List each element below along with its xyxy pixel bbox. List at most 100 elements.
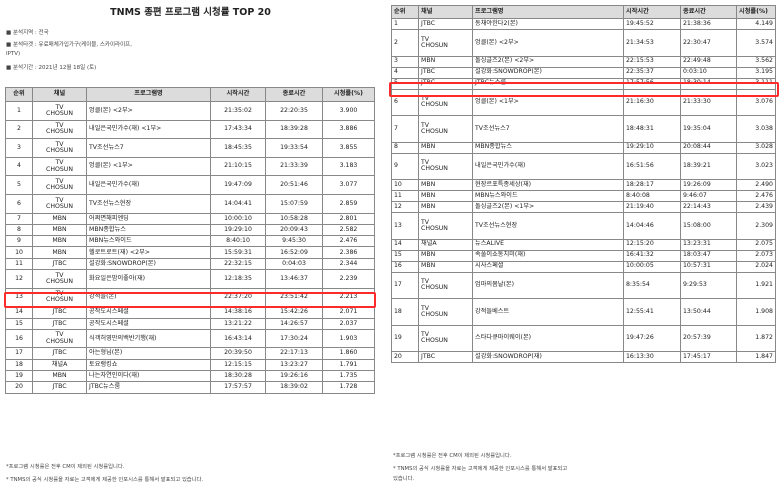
rank-cell: 16 <box>5 328 33 349</box>
program-cell: MBN뉴스와이드 <box>472 190 624 202</box>
program-cell: 속풀이쇼동치미(재) <box>472 249 624 262</box>
start-time-cell: 13:21:22 <box>210 317 266 330</box>
end-time-cell: 21:33:39 <box>265 156 323 177</box>
rank-cell: 17 <box>5 347 33 360</box>
start-time-cell: 20:39:50 <box>210 347 266 360</box>
start-time-cell: 16:43:14 <box>210 328 266 349</box>
rating-cell: 2.476 <box>322 235 375 248</box>
end-time-cell: 22:14:43 <box>680 201 737 213</box>
start-time-cell: 21:19:40 <box>623 201 681 213</box>
table-row: 1 TV CHOSUN 엉클(본) <2부> 21:35:02 22:20:35 3.90… <box>5 101 375 121</box>
start-time-cell: 12:18:35 <box>210 269 266 289</box>
channel-cell: MBN <box>32 246 87 259</box>
program-cell: 강적들베스트 <box>472 298 624 326</box>
end-time-cell: 10:57:31 <box>680 260 737 273</box>
rank-cell: 20 <box>5 381 33 394</box>
rating-header: 시청률(%) <box>736 5 776 19</box>
start-time-cell: 18:45:35 <box>210 138 266 158</box>
end-time-cell: 15:42:26 <box>265 306 323 319</box>
table-row: 13 TV CHOSUN TV조선뉴스현장 14:04:46 15:08:00 2.309 <box>391 212 776 240</box>
rating-cell: 2.582 <box>322 223 375 237</box>
rating-cell: 3.900 <box>322 101 375 121</box>
rank-cell: 4 <box>391 66 419 79</box>
rating-cell: 2.071 <box>322 306 375 319</box>
end-time-cell: 20:08:44 <box>680 141 737 154</box>
start-time-cell: 12:55:41 <box>623 298 681 326</box>
channel-cell: TV CHOSUN <box>32 287 87 308</box>
channel-cell: TV CHOSUN <box>418 212 473 240</box>
rank-cell: 10 <box>391 179 419 191</box>
table-row: 11 MBN MBN뉴스와이드 8:40:08 9:46:07 2.476 <box>391 190 776 202</box>
program-cell: MBN뉴스와이드 <box>86 235 211 248</box>
channel-cell: TV CHOSUN <box>418 115 473 143</box>
channel-cell: MBN <box>418 141 473 154</box>
rank-cell: 7 <box>391 115 419 143</box>
end-time-cell: 22:49:48 <box>680 55 737 68</box>
start-time-cell: 21:10:15 <box>210 156 266 177</box>
meta-period: ■ 분석기간 : 2021년 12월 18일 (토) <box>6 65 97 71</box>
program-cell: JTBC뉴스룸 <box>86 381 211 394</box>
program-cell: JTBC뉴스룸 <box>472 77 624 90</box>
end-time-cell: 15:08:00 <box>680 212 737 240</box>
table-row: 15 JTBC 공작도시스페셜 13:21:22 14:26:57 2.037 <box>5 317 375 330</box>
end-time-cell: 13:23:27 <box>265 358 323 372</box>
channel-cell: MBN <box>418 201 473 213</box>
rank-cell: 5 <box>5 175 33 195</box>
start-time-cell: 10:00:10 <box>210 212 266 225</box>
rating-cell: 2.024 <box>736 260 776 273</box>
rank-cell: 13 <box>5 287 33 308</box>
channel-cell: JTBC <box>32 306 87 319</box>
start-time-cell: 16:13:30 <box>623 351 681 363</box>
rating-cell: 2.037 <box>322 317 375 330</box>
start-time-cell: 17:57:57 <box>210 381 266 394</box>
table-row: 2 TV CHOSUN 엉클(본) <2부> 21:34:53 22:30:47 3.57… <box>391 29 776 57</box>
end-time-cell: 9:29:53 <box>680 271 737 299</box>
program-cell: 내일은국민가수(재) <1부> <box>86 119 211 140</box>
rank-cell: 14 <box>391 238 419 251</box>
table-row: 17 TV CHOSUN 엄마의봄날(본) 8:35:54 9:29:53 1.921 <box>391 271 776 299</box>
end-time-cell: 20:57:39 <box>680 324 737 352</box>
table-row: 10 MBN 헬로트로트(재) <2부> 15:59:31 16:52:09 2.386 <box>5 246 375 259</box>
table-row: 18 채널A 토요랭킹쇼 12:15:15 13:23:27 1.791 <box>5 358 375 372</box>
rating-cell: 3.886 <box>322 119 375 140</box>
end-time-cell: 9:45:30 <box>265 235 323 248</box>
program-cell: 돌싱글즈2(본) <2부> <box>472 55 624 68</box>
rank-cell: 14 <box>5 306 33 319</box>
end-time-cell: 22:17:13 <box>265 347 323 360</box>
start-time-cell: 18:48:31 <box>623 115 681 143</box>
rating-cell: 2.386 <box>322 246 375 259</box>
table-row: 5 TV CHOSUN 내일은국민가수(재) 19:47:09 20:51:46 3.07… <box>5 175 375 195</box>
start-time-cell: 8:35:54 <box>623 271 681 299</box>
program-header: 프로그램명 <box>86 87 211 102</box>
rank-cell: 11 <box>391 190 419 202</box>
table-row: 1 JTBC 동채야한다2(본) 19:45:52 21:38:36 4.149 <box>391 18 776 30</box>
channel-cell: MBN <box>32 223 87 237</box>
end-time-cell: 19:26:16 <box>265 370 323 383</box>
start-time-cell: 14:38:16 <box>210 306 266 319</box>
program-cell: 내일은국민가수(재) <box>86 175 211 195</box>
channel-cell: TV CHOSUN <box>32 175 87 195</box>
start-time-cell: 16:51:56 <box>623 152 681 180</box>
channel-cell: MBN <box>32 212 87 225</box>
channel-cell: MBN <box>418 260 473 273</box>
rating-cell: 1.728 <box>322 381 375 394</box>
channel-cell: TV CHOSUN <box>418 298 473 326</box>
program-cell: 나는자연인이다(재) <box>86 370 211 383</box>
start-time-cell: 19:47:09 <box>210 175 266 195</box>
table-row: 15 MBN 속풀이쇼동치미(재) 16:41:32 18:03:47 2.073 <box>391 249 776 262</box>
program-cell: 설강화:SNOWDROP(재) <box>472 351 624 363</box>
right-ratings-panel: 순위 채널 프로그램명 시작시간 종료시간 시청률(%) 1 JTBC 동채야한다2(본) 19… <box>389 0 781 491</box>
rating-cell: 2.490 <box>736 179 776 191</box>
left-title: TNMS 종편 프로그램 시청률 TOP 20 <box>110 7 271 18</box>
end-time-cell: 18:30:14 <box>680 77 737 90</box>
table-row: 20 JTBC 설강화:SNOWDROP(재) 16:13:30 17:45:17 1.8… <box>391 351 776 363</box>
table-row: 7 MBN 어쩌면해피엔딩 10:00:10 10:58:28 2.801 <box>5 212 375 225</box>
channel-cell: TV CHOSUN <box>32 138 87 158</box>
rank-cell: 12 <box>5 269 33 289</box>
channel-cell: 채널A <box>32 358 87 372</box>
rating-cell: 2.801 <box>322 212 375 225</box>
rank-cell: 2 <box>5 119 33 140</box>
rating-cell: 1.908 <box>736 298 776 326</box>
rank-header: 순위 <box>5 87 33 102</box>
rank-cell: 4 <box>5 156 33 177</box>
